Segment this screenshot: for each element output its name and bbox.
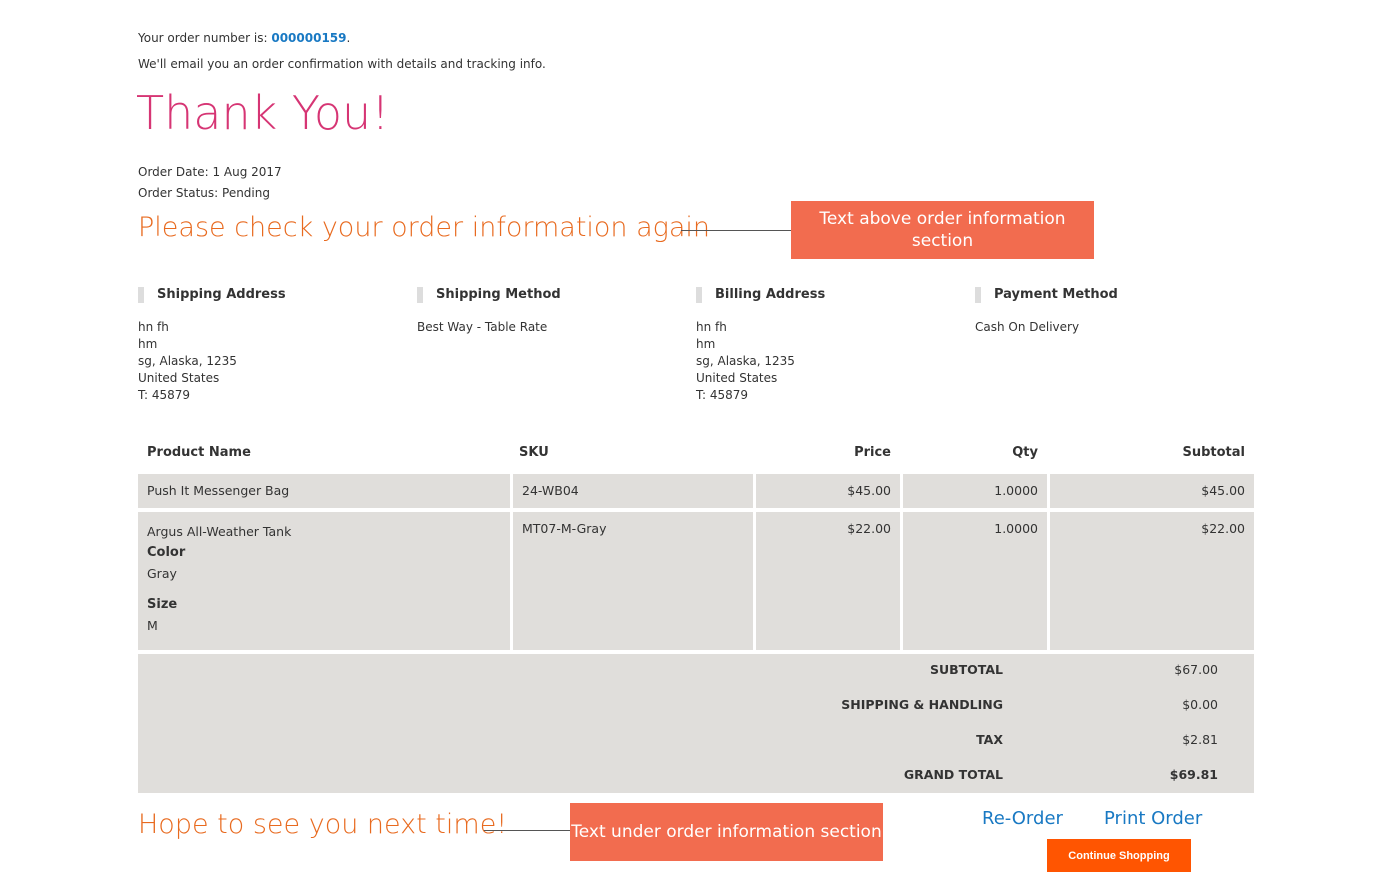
email-note: We'll email you an order confirmation wi… — [138, 57, 546, 71]
info-line: hn fh — [138, 320, 169, 334]
th-product-name: Product Name — [147, 445, 251, 460]
info-line: hm — [696, 337, 716, 351]
cell-subtotal: $22.00 — [1050, 512, 1254, 650]
cell-sku: MT07-M-Gray — [513, 512, 753, 650]
info-box-title: Shipping Method — [417, 287, 561, 303]
th-sku: SKU — [519, 445, 549, 460]
info-line: hn fh — [696, 320, 727, 334]
cell-price: $45.00 — [756, 474, 900, 508]
total-value: $2.81 — [1182, 732, 1218, 747]
info-line: sg, Alaska, 1235 — [696, 354, 795, 368]
th-qty: Qty — [1012, 445, 1038, 460]
thank-you-title: Thank You! — [136, 86, 390, 140]
total-label: TAX — [976, 732, 1003, 747]
order-number-line: Your order number is: 000000159. — [138, 31, 351, 45]
cell-name: Argus All-Weather Tank Color Gray Size M — [138, 512, 510, 650]
total-label: SUBTOTAL — [929, 662, 1003, 677]
info-line: Cash On Delivery — [975, 320, 1080, 334]
info-box-billing-address: Billing Address hn fh hm sg, Alaska, 1235 Un… — [696, 287, 825, 404]
cell-sku: 24-WB04 — [513, 474, 753, 508]
info-box-payment-method: Payment Method Cash On Delivery — [975, 287, 1118, 336]
callout-above: Text above order information section — [791, 201, 1094, 259]
order-number-link[interactable]: 000000159 — [271, 31, 347, 45]
info-line: Best Way - Table Rate — [417, 320, 548, 334]
totals-section: SUBTOTAL $67.00 SHIPPING & HANDLING $0.00 TA… — [138, 654, 1254, 793]
callout-under: Text under order information section — [570, 803, 883, 861]
info-line: United States — [138, 371, 220, 385]
cell-price: $22.00 — [756, 512, 900, 650]
cell-subtotal: $45.00 — [1050, 474, 1254, 508]
cell-name: Push It Messenger Bag — [138, 474, 510, 508]
order-status: Order Status: Pending — [138, 186, 270, 200]
total-label: GRAND TOTAL — [903, 767, 1003, 782]
total-value: $0.00 — [1182, 697, 1218, 712]
info-box-title: Shipping Address — [138, 287, 286, 303]
info-box-title: Payment Method — [975, 287, 1118, 303]
check-heading: Please check your order information agai… — [138, 212, 711, 243]
info-line: hm — [138, 337, 158, 351]
print-order-link[interactable]: Print Order — [1104, 808, 1203, 829]
info-box-shipping-method: Shipping Method Best Way - Table Rate — [417, 287, 561, 336]
info-line: T: 45879 — [696, 388, 749, 402]
total-value: $69.81 — [1169, 767, 1218, 782]
info-line: sg, Alaska, 1235 — [138, 354, 237, 368]
cell-qty: 1.0000 — [903, 512, 1047, 650]
hope-heading: Hope to see you next time! — [138, 809, 508, 840]
th-price: Price — [854, 445, 891, 460]
info-line: United States — [696, 371, 778, 385]
order-date: Order Date: 1 Aug 2017 — [138, 165, 282, 179]
total-label: SHIPPING & HANDLING — [841, 697, 1003, 712]
callout-connector — [484, 830, 570, 831]
info-box-shipping-address: Shipping Address hn fh hm sg, Alaska, 1235 U… — [138, 287, 286, 404]
total-value: $67.00 — [1174, 662, 1218, 677]
info-box-title: Billing Address — [696, 287, 825, 303]
reorder-link[interactable]: Re-Order — [982, 808, 1063, 829]
info-line: T: 45879 — [138, 388, 191, 402]
callout-connector — [681, 230, 791, 231]
continue-shopping-button[interactable]: Continue Shopping — [1047, 839, 1191, 872]
cell-qty: 1.0000 — [903, 474, 1047, 508]
th-subtotal: Subtotal — [1182, 445, 1245, 460]
